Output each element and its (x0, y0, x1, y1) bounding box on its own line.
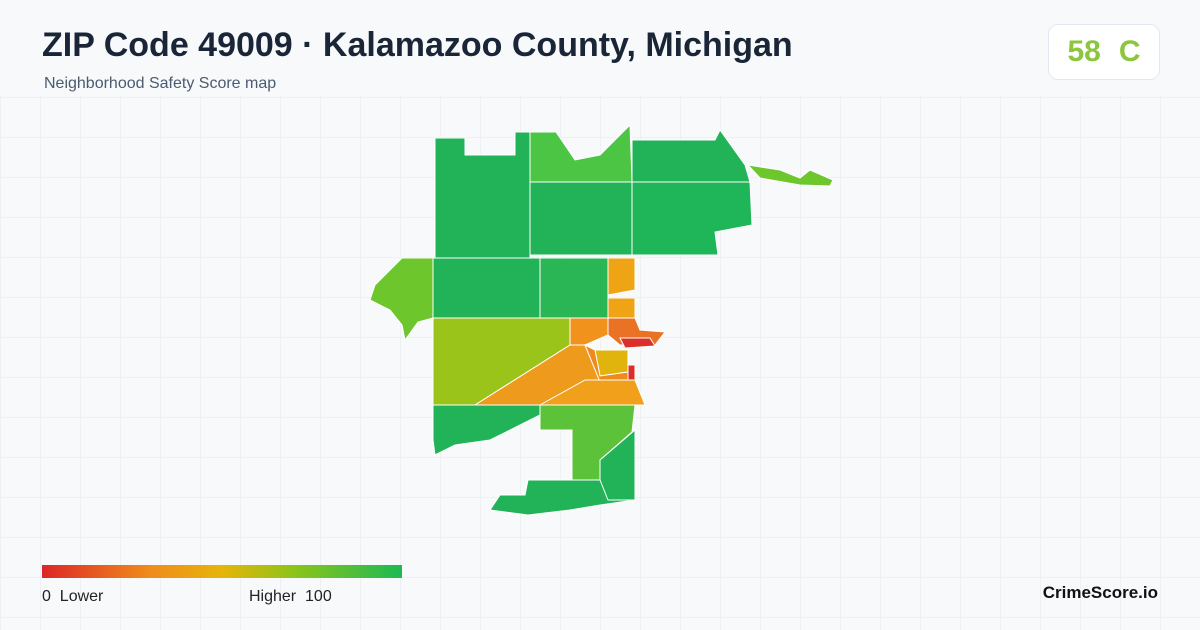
region (489, 479, 636, 516)
region (539, 257, 609, 319)
legend-low: 0 Lower (42, 588, 103, 606)
region (569, 317, 609, 346)
brand: CrimeScore.io (1042, 583, 1158, 602)
region (746, 164, 834, 187)
region (538, 379, 646, 406)
title: ZIP Code 49009 · Kalamazoo County, Michi… (42, 26, 793, 64)
grade: C (1118, 35, 1141, 68)
region (594, 349, 629, 377)
region (529, 181, 633, 256)
subtitle: Neighborhood Safety Score map (44, 75, 277, 92)
region (627, 364, 636, 381)
legend-min: 0 (42, 588, 51, 605)
legend-low-label: Lower (59, 588, 104, 605)
legend-max: 100 (305, 588, 332, 605)
legend-high-label: Higher (249, 588, 297, 605)
region (607, 297, 636, 319)
region (607, 257, 636, 296)
region (619, 337, 656, 349)
score-badge: 58 C (1048, 24, 1160, 80)
region (432, 257, 541, 319)
map-regions (369, 123, 834, 516)
score: 58 (1067, 35, 1101, 68)
legend-high: Higher 100 (249, 588, 332, 606)
legend-gradient (42, 565, 402, 578)
